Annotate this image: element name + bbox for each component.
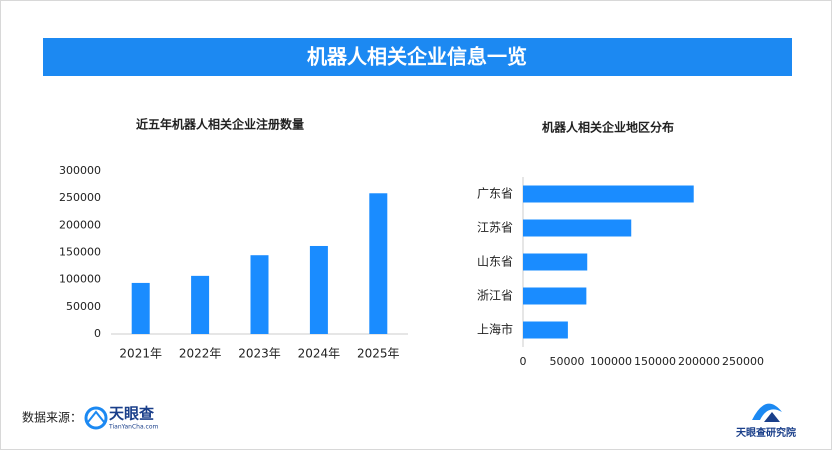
x-tick-label: 2022年 [179, 347, 222, 361]
header-bar [43, 38, 792, 76]
y-tick-label: 浙江省 [477, 289, 513, 303]
header-title: 机器人相关企业信息一览 [307, 45, 527, 69]
y-tick-label: 0 [94, 327, 101, 340]
x-tick-label: 250000 [722, 355, 764, 368]
bar [131, 282, 150, 334]
institute-name: 天眼查研究院 [736, 426, 796, 439]
bar [523, 321, 568, 339]
x-tick-label: 2023年 [238, 347, 281, 361]
y-tick-label: 250000 [59, 191, 101, 204]
institute-icon-inner [764, 412, 780, 422]
bar [523, 287, 587, 305]
y-tick-label: 300000 [59, 164, 101, 177]
bar [250, 255, 269, 334]
bar [309, 245, 328, 334]
y-tick-label: 广东省 [477, 187, 513, 201]
x-tick-label: 100000 [590, 355, 632, 368]
y-tick-label: 150000 [59, 246, 101, 259]
x-tick-label: 200000 [678, 355, 720, 368]
logo-icon-inner [87, 410, 105, 423]
logo-icon [84, 406, 108, 430]
x-tick-label: 2021年 [119, 347, 162, 361]
chart-title: 近五年机器人相关企业注册数量 [136, 117, 304, 132]
y-tick-label: 上海市 [477, 322, 513, 337]
logo-url: TianYanCha.com [108, 424, 158, 431]
source-label: 数据来源： [22, 410, 82, 425]
y-tick-label: 江苏省 [477, 221, 513, 235]
bar [523, 185, 694, 203]
bar [369, 193, 388, 334]
x-tick-label: 150000 [634, 355, 676, 368]
x-tick-label: 2024年 [298, 347, 341, 361]
y-tick-label: 200000 [59, 218, 101, 231]
bar [523, 253, 588, 271]
x-tick-label: 0 [520, 355, 527, 368]
logo-text: 天眼查 [109, 405, 155, 423]
bar [523, 219, 632, 237]
institute-icon [752, 403, 782, 420]
y-tick-label: 100000 [59, 273, 101, 286]
x-tick-label: 2025年 [357, 347, 400, 361]
x-tick-label: 50000 [550, 355, 585, 368]
bar [191, 275, 210, 334]
y-tick-label: 50000 [66, 300, 101, 313]
y-tick-label: 山东省 [477, 255, 513, 269]
chart-title: 机器人相关企业地区分布 [542, 120, 674, 135]
